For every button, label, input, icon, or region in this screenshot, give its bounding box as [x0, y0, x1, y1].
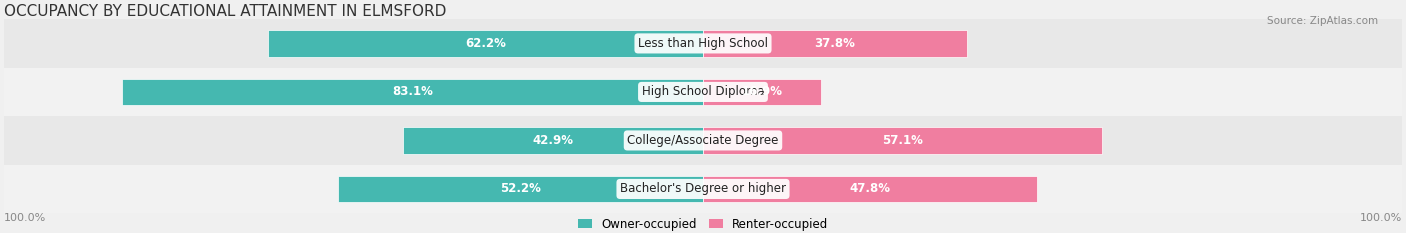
Text: 37.8%: 37.8% — [814, 37, 855, 50]
Text: 16.9%: 16.9% — [741, 86, 783, 98]
Text: Bachelor's Degree or higher: Bachelor's Degree or higher — [620, 182, 786, 195]
Text: OCCUPANCY BY EDUCATIONAL ATTAINMENT IN ELMSFORD: OCCUPANCY BY EDUCATIONAL ATTAINMENT IN E… — [4, 4, 447, 19]
Bar — [269, 30, 703, 57]
Bar — [339, 176, 703, 202]
Text: 100.0%: 100.0% — [4, 213, 46, 223]
Text: 42.9%: 42.9% — [533, 134, 574, 147]
Bar — [4, 116, 1402, 165]
Bar — [4, 68, 1402, 116]
Bar — [122, 79, 703, 105]
Text: 52.2%: 52.2% — [501, 182, 541, 195]
Text: High School Diploma: High School Diploma — [641, 86, 765, 98]
Text: 100.0%: 100.0% — [1360, 213, 1402, 223]
Text: College/Associate Degree: College/Associate Degree — [627, 134, 779, 147]
Text: 83.1%: 83.1% — [392, 86, 433, 98]
Bar — [703, 30, 967, 57]
Bar — [703, 127, 1102, 154]
Text: 47.8%: 47.8% — [849, 182, 890, 195]
Bar — [703, 79, 821, 105]
Text: Source: ZipAtlas.com: Source: ZipAtlas.com — [1267, 16, 1378, 26]
Text: Less than High School: Less than High School — [638, 37, 768, 50]
Text: 62.2%: 62.2% — [465, 37, 506, 50]
Bar — [703, 176, 1038, 202]
Bar — [4, 165, 1402, 213]
Legend: Owner-occupied, Renter-occupied: Owner-occupied, Renter-occupied — [578, 218, 828, 231]
Bar — [4, 19, 1402, 68]
Text: 57.1%: 57.1% — [882, 134, 922, 147]
Bar — [404, 127, 703, 154]
